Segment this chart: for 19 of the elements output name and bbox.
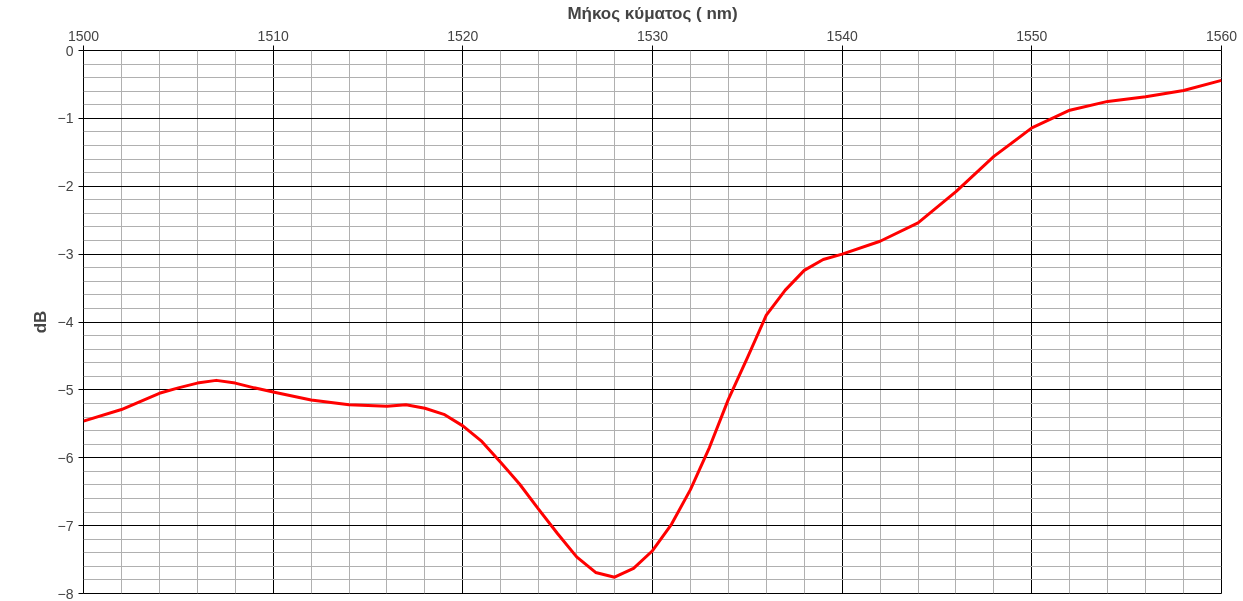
y-tick-label: −5 bbox=[57, 381, 74, 398]
x-tick-label: 1510 bbox=[257, 27, 289, 44]
x-axis-title: Μήκος κύματος ( nm) bbox=[567, 3, 738, 23]
y-tick-label: −3 bbox=[57, 246, 74, 263]
y-tick-label: −4 bbox=[57, 314, 74, 330]
x-tick-label: 1560 bbox=[1205, 27, 1238, 44]
x-tick-label: 1540 bbox=[826, 27, 858, 44]
x-tick-label: 1500 bbox=[67, 27, 100, 44]
y-tick-label: −8 bbox=[57, 585, 74, 601]
x-tick-label: 1530 bbox=[636, 27, 669, 44]
y-tick-label: −6 bbox=[57, 449, 74, 466]
x-tick-label: 1520 bbox=[447, 27, 479, 44]
y-axis-title: dB bbox=[30, 310, 50, 334]
y-tick-label: −1 bbox=[57, 110, 74, 127]
line-series bbox=[83, 78, 1222, 579]
x-tick-label: 1550 bbox=[1016, 27, 1048, 44]
y-tick-label: 0 bbox=[65, 42, 74, 59]
y-tick-label: −2 bbox=[57, 178, 74, 195]
y-tick-label: −7 bbox=[57, 517, 74, 534]
